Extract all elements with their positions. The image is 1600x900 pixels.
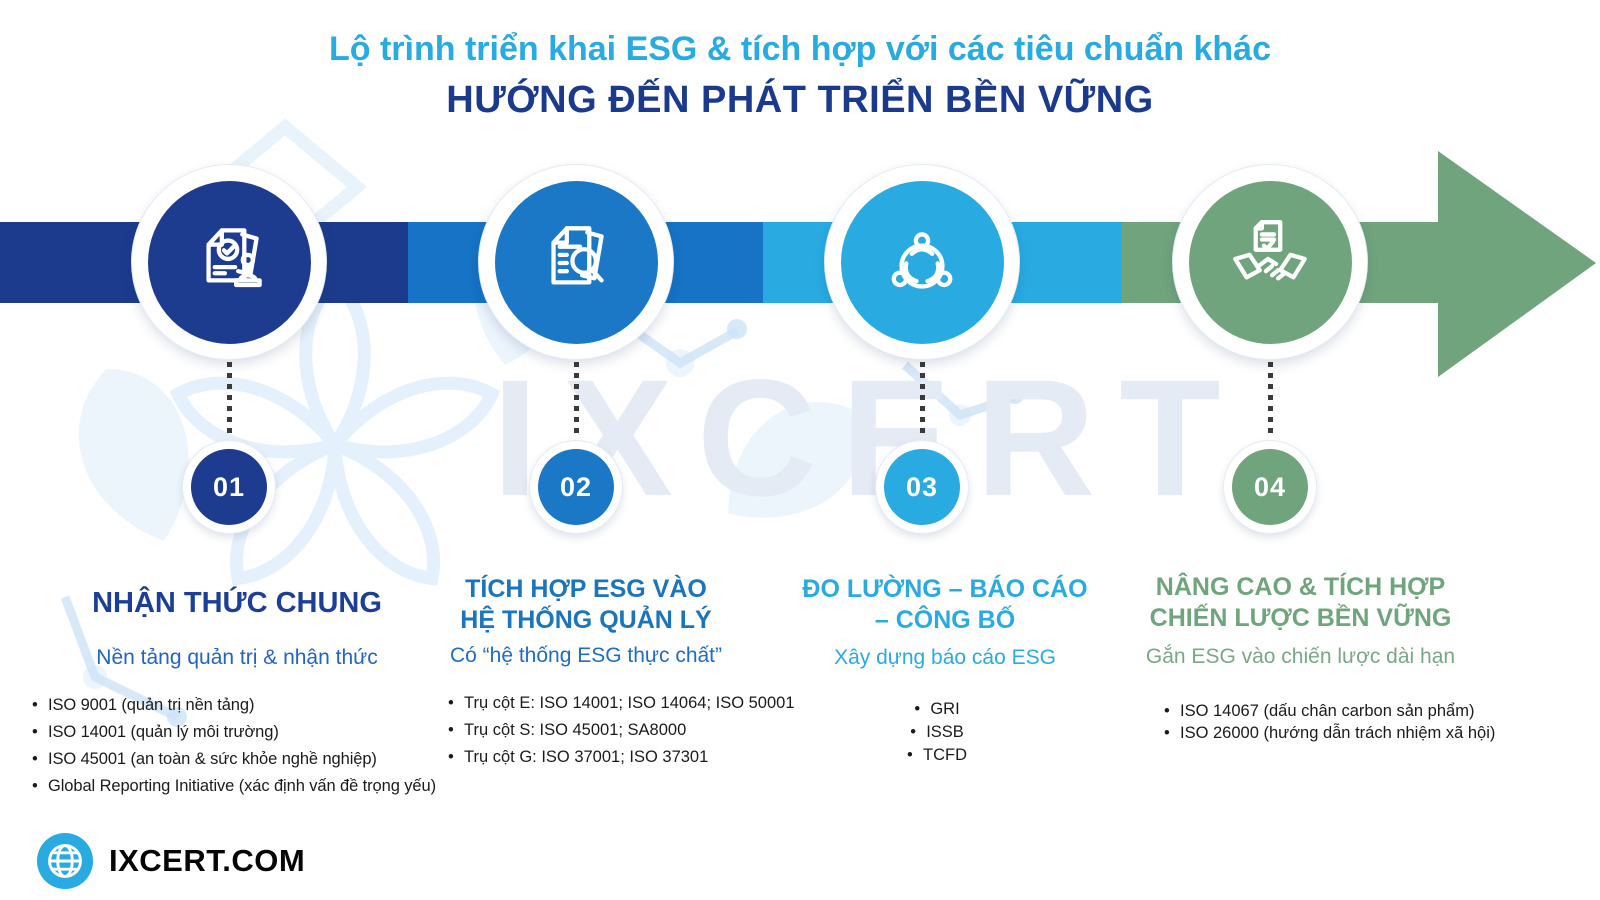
list-item: GRI xyxy=(914,698,975,721)
people-collaboration-icon xyxy=(891,232,953,289)
list-item: ISO 14001 (quản lý môi trường) xyxy=(30,719,470,746)
step-4-title-line: CHIẾN LƯỢC BỀN VỮNG xyxy=(1149,604,1452,632)
list-item: ISO 14067 (dấu chân carbon sản phẩm) xyxy=(1162,700,1492,722)
timeline-arrow xyxy=(1438,151,1596,377)
step-2-circle-fill xyxy=(494,180,658,344)
step-2-number: 02 xyxy=(538,449,614,525)
footer-logo: IXCERT.COM xyxy=(36,832,305,890)
step-2-connector xyxy=(574,362,579,438)
certificate-stamp-icon xyxy=(206,228,262,288)
step-3-title-line: – CÔNG BỐ xyxy=(874,606,1016,634)
step-4-circle xyxy=(1173,165,1367,359)
step-3-title-line: ĐO LƯỜNG – BÁO CÁO xyxy=(802,575,1088,603)
step-3-connector xyxy=(920,362,925,438)
list-item: TCFD xyxy=(907,744,983,767)
step-4-title-line: NÂNG CAO & TÍCH HỢP xyxy=(1155,573,1446,601)
document-magnifier-icon xyxy=(551,226,604,285)
step-2-circle xyxy=(479,165,673,359)
step-1-title-line: NHẬN THỨC CHUNG xyxy=(92,587,382,619)
step-3-title: ĐO LƯỜNG – BÁO CÁO – CÔNG BỐ xyxy=(785,574,1105,636)
step-4-subtitle: Gắn ESG vào chiến lược dài hạn xyxy=(1145,645,1456,668)
step-3-number: 03 xyxy=(884,449,960,525)
list-item: ISSB xyxy=(910,721,980,744)
step-4-bullets: ISO 14067 (dấu chân carbon sản phẩm) ISO… xyxy=(1162,700,1495,744)
step-3-circle xyxy=(825,165,1019,359)
step-2-title: TÍCH HỢP ESG VÀO HỆ THỐNG QUẢN LÝ xyxy=(426,574,746,636)
step-2-title-line: HỆ THỐNG QUẢN LÝ xyxy=(460,606,712,634)
list-item: ISO 45001 (an toàn & sức khỏe nghề nghiệ… xyxy=(30,746,470,773)
step-4-number-badge: 04 xyxy=(1224,441,1316,533)
list-item: ISO 9001 (quản trị nền tảng) xyxy=(30,692,470,719)
step-2-bullets: Trụ cột E: ISO 14001; ISO 14064; ISO 500… xyxy=(446,690,796,771)
step-1-number: 01 xyxy=(191,449,267,525)
globe-icon xyxy=(36,832,94,890)
step-4-number: 04 xyxy=(1232,449,1308,525)
list-item: Trụ cột G: ISO 37001; ISO 37301 xyxy=(446,744,796,771)
brand-name: IXCERT.COM xyxy=(109,843,306,878)
list-item: Global Reporting Initiative (xác định vấ… xyxy=(30,773,470,800)
step-4-title: NÂNG CAO & TÍCH HỢP CHIẾN LƯỢC BỀN VỮNG xyxy=(1128,572,1473,634)
arrow-head-icon xyxy=(1438,151,1596,377)
page-title: Lộ trình triển khai ESG & tích hợp với c… xyxy=(329,30,1271,68)
step-2-subtitle: Có “hệ thống ESG thực chất” xyxy=(449,644,723,667)
page-subtitle: HƯỚNG ĐẾN PHÁT TRIỂN BỀN VỮNG xyxy=(446,79,1154,121)
step-3-number-badge: 03 xyxy=(876,441,968,533)
step-1-subtitle: Nền tảng quản trị & nhận thức xyxy=(96,646,378,669)
step-1-bullets: ISO 9001 (quản trị nền tảng) ISO 14001 (… xyxy=(30,692,470,800)
step-1-title: NHẬN THỨC CHUNG xyxy=(27,588,447,619)
step-1-number-badge: 01 xyxy=(183,441,275,533)
step-1-circle-fill xyxy=(147,180,311,344)
step-3-circle-fill xyxy=(840,180,1004,344)
step-3-bullets: GRI ISSB TCFD xyxy=(795,698,1095,767)
step-2-number-badge: 02 xyxy=(530,441,622,533)
step-1-connector xyxy=(227,362,232,438)
handshake-document-icon xyxy=(1233,220,1307,281)
step-4-circle-fill xyxy=(1188,180,1352,344)
step-4-connector xyxy=(1268,362,1273,438)
step-2-title-line: TÍCH HỢP ESG VÀO xyxy=(465,575,707,603)
list-item: ISO 26000 (hướng dẫn trách nhiệm xã hội) xyxy=(1162,722,1495,744)
step-3-subtitle: Xây dựng báo cáo ESG xyxy=(834,646,1056,669)
step-1-circle xyxy=(132,165,326,359)
list-item: Trụ cột S: ISO 45001; SA8000 xyxy=(446,717,796,744)
list-item: Trụ cột E: ISO 14001; ISO 14064; ISO 500… xyxy=(446,690,796,717)
